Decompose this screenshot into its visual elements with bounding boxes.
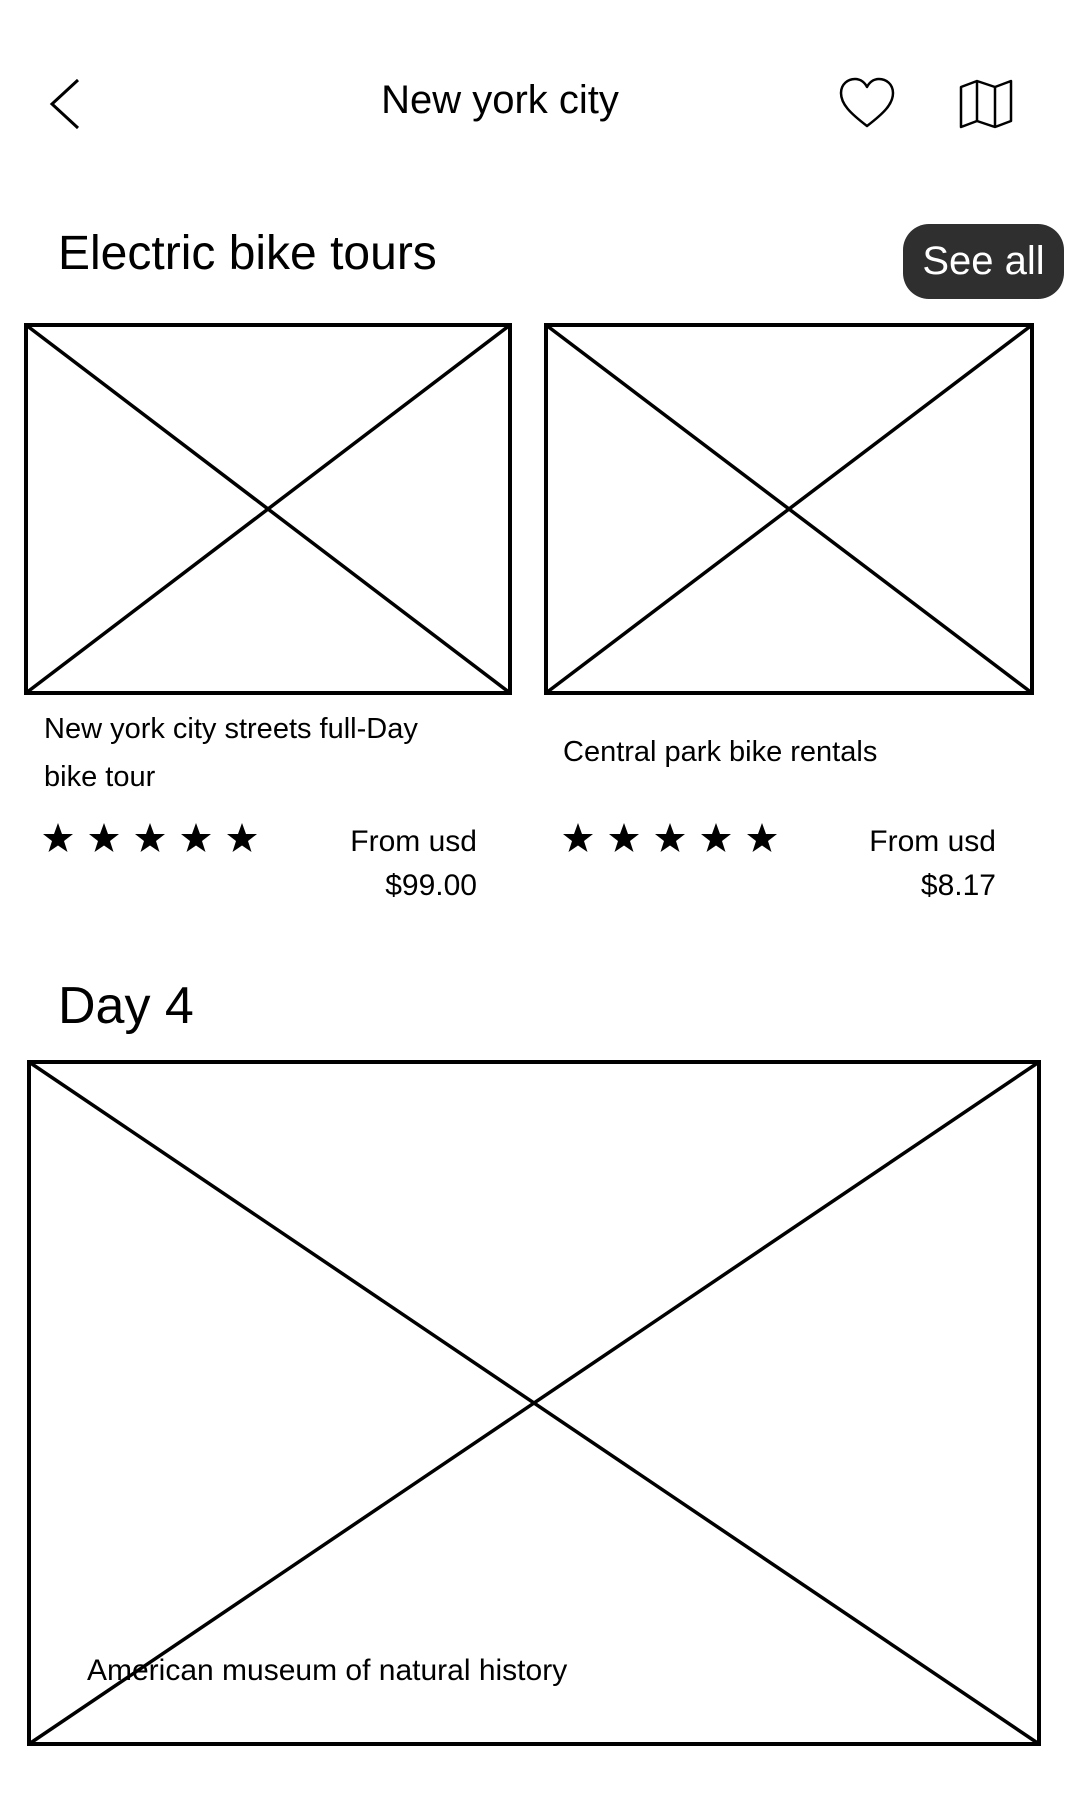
star-icon — [181, 823, 211, 852]
page-title: New york city — [381, 78, 619, 122]
star-icon — [655, 823, 685, 852]
day-title: Day 4 — [58, 977, 194, 1035]
price-label: From usd — [350, 825, 477, 858]
section-title: Electric bike tours — [58, 227, 437, 280]
star-icon — [89, 823, 119, 852]
card-title: New york city streets full-Day bike tour — [44, 713, 418, 793]
heart-icon — [839, 77, 895, 128]
feature-image-placeholder[interactable] — [27, 1060, 1041, 1746]
chevron-left-icon — [49, 78, 80, 130]
price-value: $8.17 — [920, 869, 996, 902]
image-placeholder[interactable] — [24, 323, 512, 695]
star-rating — [562, 822, 778, 854]
star-rating — [42, 822, 258, 854]
map-icon — [959, 79, 1013, 129]
map-button[interactable] — [958, 78, 1014, 130]
see-all-button[interactable]: See all — [903, 224, 1064, 299]
price-label: From usd — [869, 825, 996, 858]
star-icon — [227, 823, 257, 852]
star-icon — [609, 823, 639, 852]
price-value: $99.00 — [385, 869, 477, 902]
star-icon — [43, 823, 73, 852]
image-placeholder[interactable] — [544, 323, 1034, 695]
star-icon — [747, 823, 777, 852]
feature-caption: American museum of natural history — [87, 1654, 568, 1687]
card-title: Central park bike rentals — [563, 736, 878, 768]
back-button[interactable] — [40, 72, 90, 136]
favorite-button[interactable] — [838, 76, 896, 132]
star-icon — [701, 823, 731, 852]
star-icon — [135, 823, 165, 852]
star-icon — [563, 823, 593, 852]
